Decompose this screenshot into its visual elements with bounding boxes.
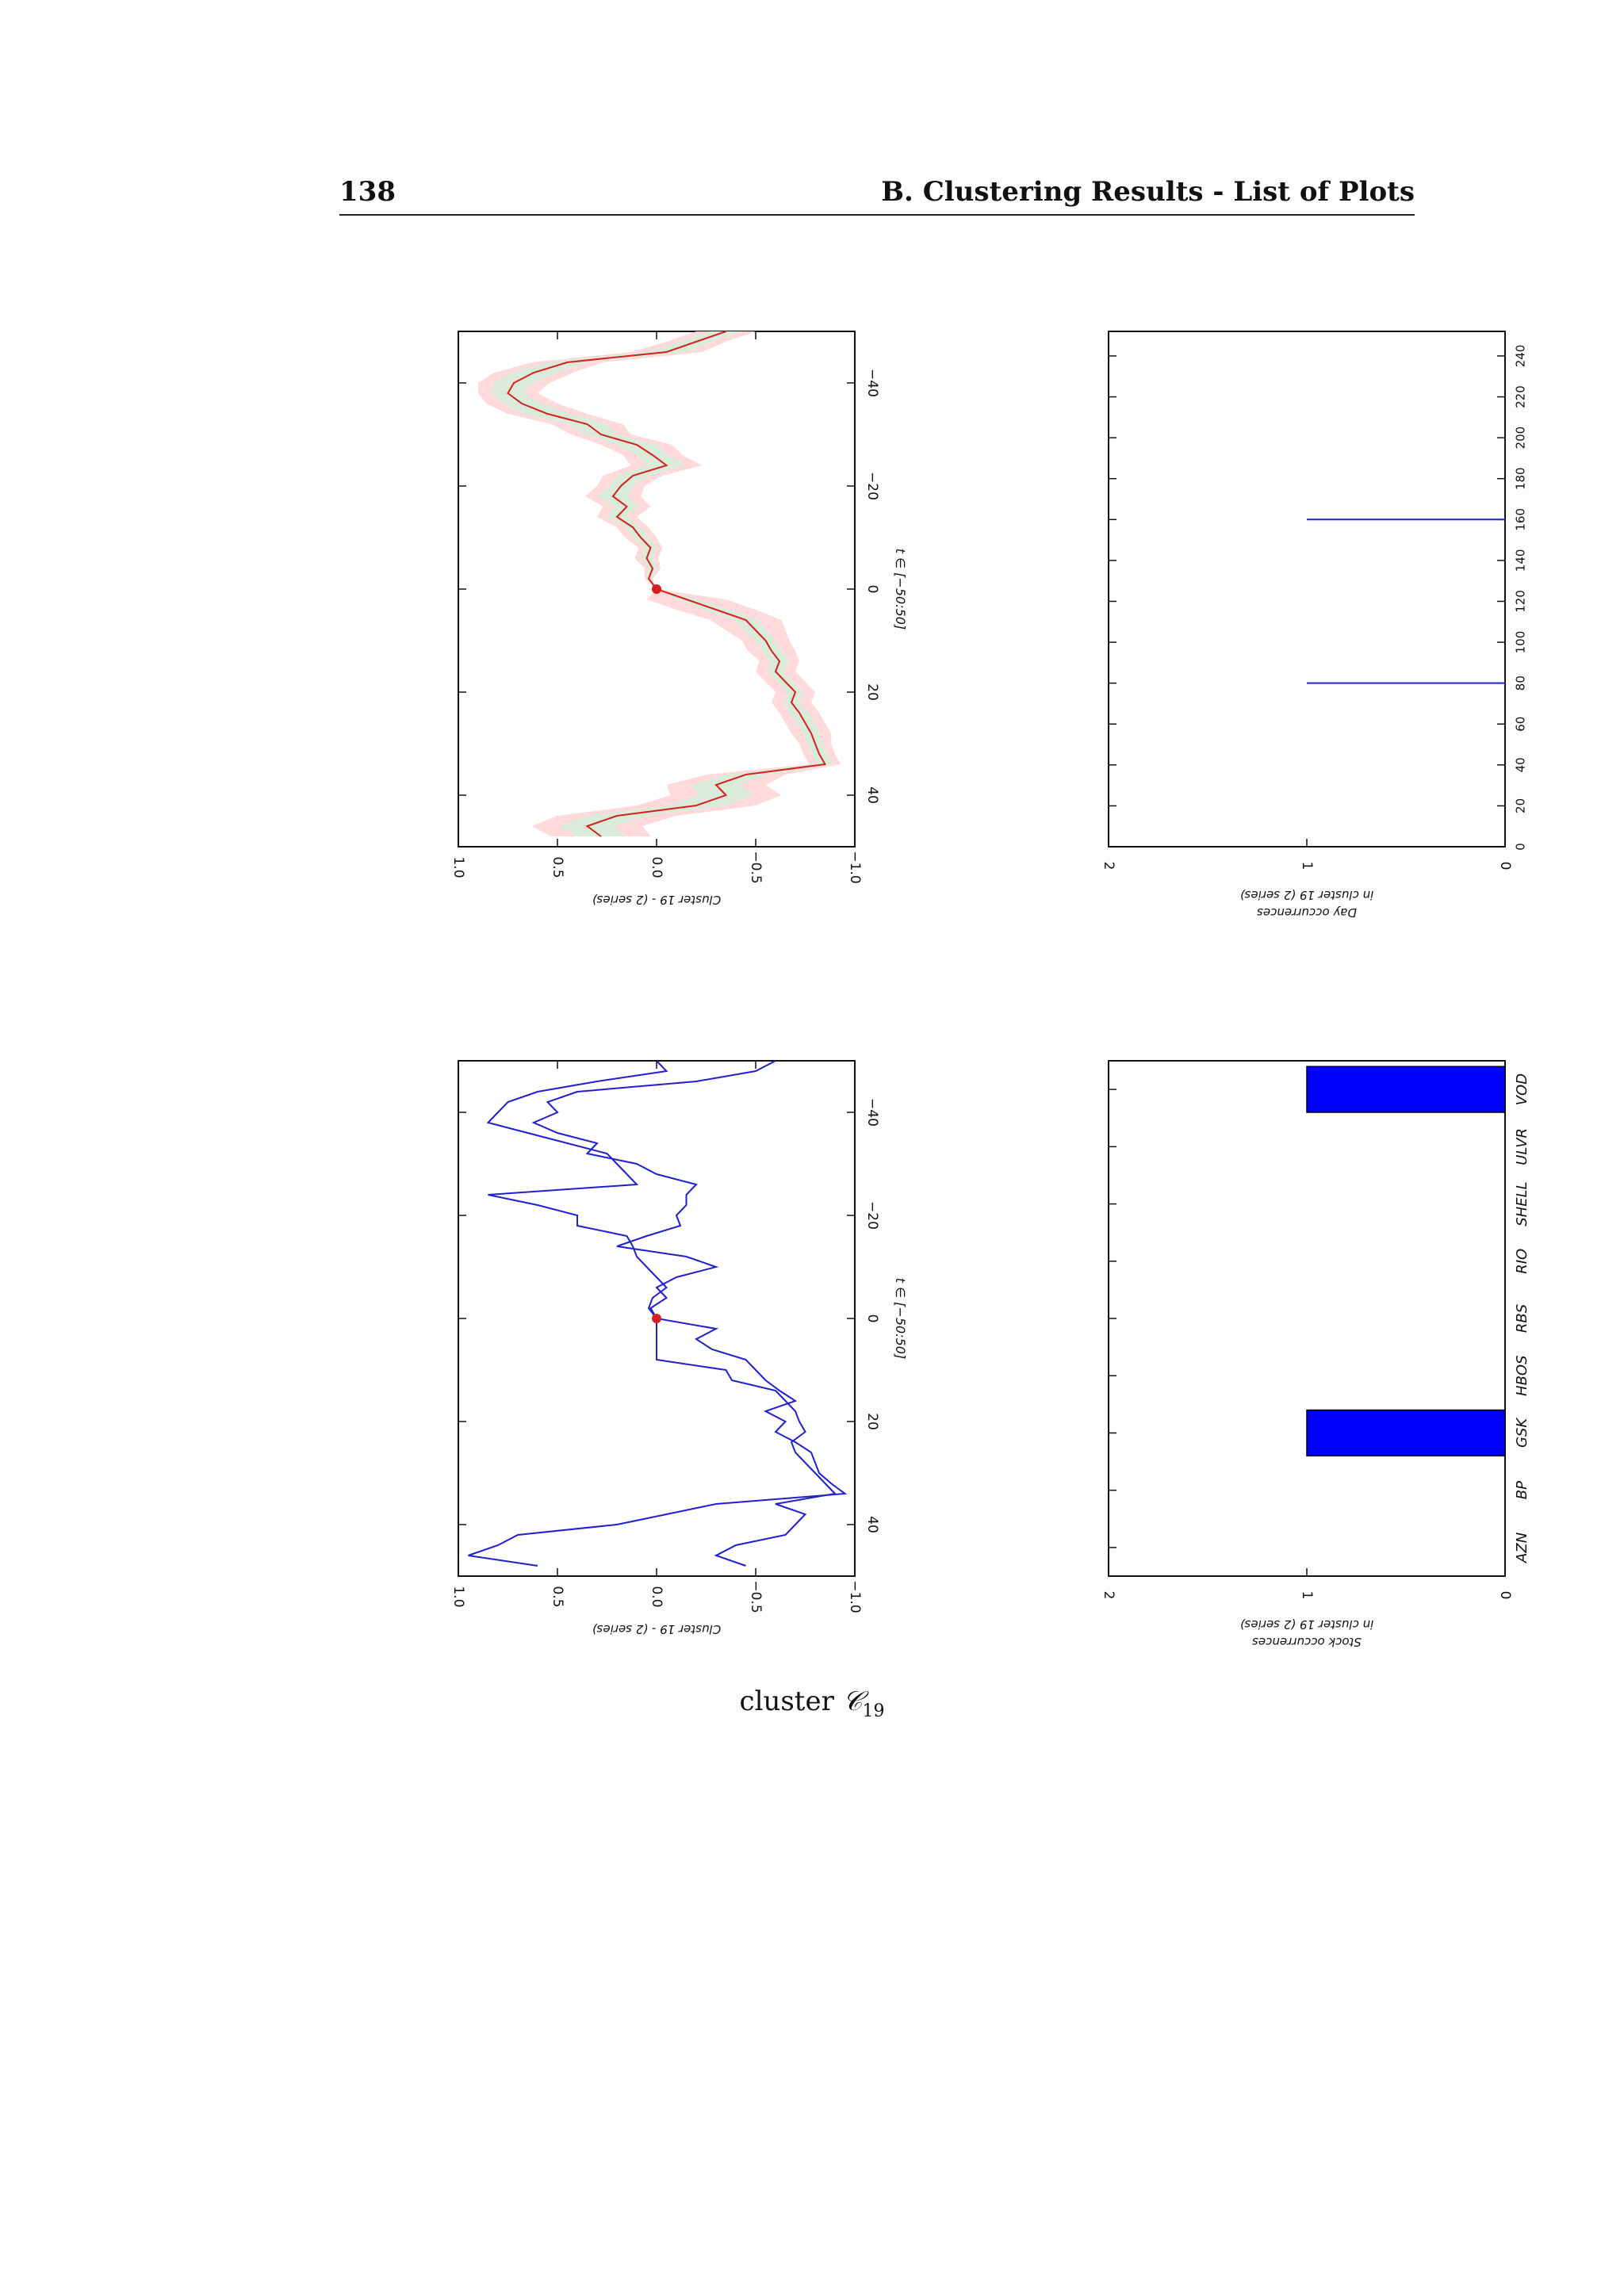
y-tick-label: 0.0 bbox=[649, 1586, 665, 1607]
x-tick-label: 180 bbox=[1514, 467, 1528, 490]
y-axis-label: Cluster 19 - (2 series) bbox=[592, 1622, 721, 1636]
plot-frame bbox=[1108, 331, 1506, 848]
series-line-1 bbox=[507, 331, 827, 837]
stock-occurrences-chart: AZN BP GSK HBOS RBS RIO SHELL ULVR VOD 0 1 2 in clus… bbox=[1101, 1060, 1530, 1649]
category-label: RIO bbox=[1514, 1249, 1530, 1274]
caption-text: cluster bbox=[739, 1686, 843, 1717]
x-tick-label: 240 bbox=[1514, 345, 1528, 368]
x-tick-label: 20 bbox=[1514, 798, 1528, 813]
origin-marker bbox=[652, 1314, 661, 1323]
category-label: SHELL bbox=[1514, 1181, 1530, 1226]
x-tick-label: 0 bbox=[1514, 843, 1528, 851]
y-tick-label: 2 bbox=[1101, 1591, 1116, 1600]
x-axis-label: t ∈ [−50:50] bbox=[893, 549, 908, 629]
x-tick-label: −20 bbox=[864, 472, 880, 500]
caption-subscript: 19 bbox=[862, 1701, 885, 1721]
x-tick-label: −40 bbox=[864, 1098, 880, 1127]
x-tick-label: −20 bbox=[864, 1201, 880, 1230]
category-label: ULVR bbox=[1514, 1128, 1530, 1165]
series-line-chart: −40 −20 0 20 40 1.0 0.5 0.0 −0.5 −1.0 t ∈ [−50:50]… bbox=[450, 1060, 908, 1636]
y-tick-label: 1.0 bbox=[450, 1586, 466, 1607]
category-label: HBOS bbox=[1514, 1355, 1530, 1395]
series-line-1 bbox=[486, 1060, 837, 1567]
x-axis-label: t ∈ [−50:50] bbox=[893, 1278, 908, 1359]
confidence-band-inner bbox=[492, 331, 833, 836]
caption-symbol: 𝒞 bbox=[842, 1686, 863, 1717]
y-axis-label-line2: in cluster 19 (2 series) bbox=[1240, 1617, 1374, 1632]
y-axis-label-line2: in cluster 19 (2 series) bbox=[1240, 888, 1374, 902]
y-tick-label: 1 bbox=[1299, 1591, 1315, 1600]
x-tick-label: 100 bbox=[1514, 631, 1528, 654]
bar-vod bbox=[1306, 1066, 1506, 1113]
y-tick-label: 0.0 bbox=[649, 856, 665, 878]
x-tick-label: 0 bbox=[864, 1314, 880, 1323]
y-tick-label: 0 bbox=[1497, 862, 1513, 871]
y-tick-label: −0.5 bbox=[748, 851, 764, 883]
x-tick-label: 20 bbox=[864, 683, 880, 701]
series-line-2 bbox=[468, 1060, 848, 1567]
y-axis-label: Cluster 19 - (2 series) bbox=[592, 893, 721, 907]
x-tick-label: 0 bbox=[864, 585, 880, 594]
x-tick-label: 40 bbox=[1514, 757, 1528, 772]
day-occurrences-chart: 0 20 40 60 80 100 120 140 160 180 200 220 240 0 1 2 in c… bbox=[1101, 331, 1528, 920]
mean-line-chart: −40 −20 0 20 40 1.0 0.5 0.0 −0.5 −1.0 t ∈ [−50:50]… bbox=[450, 331, 908, 907]
x-tick-label: 80 bbox=[1514, 675, 1528, 691]
x-tick-label: 220 bbox=[1514, 385, 1528, 408]
x-tick-label: 120 bbox=[1514, 590, 1528, 613]
y-tick-label: 0 bbox=[1497, 1591, 1513, 1600]
category-label: AZN bbox=[1514, 1533, 1530, 1563]
x-tick-label: 40 bbox=[864, 786, 880, 804]
x-tick-label: 20 bbox=[864, 1413, 880, 1430]
plot-frame bbox=[1108, 1060, 1506, 1577]
category-label: BP bbox=[1514, 1481, 1530, 1499]
category-label: VOD bbox=[1514, 1073, 1530, 1105]
x-tick-label: 160 bbox=[1514, 508, 1528, 531]
y-tick-label: −1.0 bbox=[847, 1580, 863, 1613]
y-axis-label-line1: Day occurrences bbox=[1257, 905, 1357, 920]
running-head: 138 B. Clustering Results - List of Plot… bbox=[339, 173, 1415, 216]
x-tick-label: 40 bbox=[864, 1516, 880, 1533]
bar-gsk bbox=[1306, 1409, 1506, 1457]
category-label: RBS bbox=[1514, 1304, 1530, 1333]
x-tick-label: 200 bbox=[1514, 427, 1528, 450]
y-tick-label: −0.5 bbox=[748, 1580, 764, 1613]
y-tick-label: −1.0 bbox=[847, 851, 863, 883]
figure-caption: cluster 𝒞19 bbox=[0, 1686, 1624, 1721]
running-title: B. Clustering Results - List of Plots bbox=[881, 176, 1415, 208]
x-tick-label: 140 bbox=[1514, 549, 1528, 572]
y-tick-label: 0.5 bbox=[550, 1586, 565, 1607]
y-tick-label: 1.0 bbox=[450, 856, 466, 878]
origin-marker bbox=[652, 584, 661, 594]
y-axis-label-line1: Stock occurrences bbox=[1252, 1635, 1362, 1649]
page-number: 138 bbox=[339, 176, 396, 208]
x-tick-label: 60 bbox=[1514, 717, 1528, 732]
y-tick-label: 2 bbox=[1101, 862, 1116, 871]
category-label: GSK bbox=[1514, 1418, 1530, 1448]
y-tick-label: 1 bbox=[1299, 862, 1315, 871]
x-tick-label: −40 bbox=[864, 369, 880, 397]
y-tick-label: 0.5 bbox=[550, 856, 565, 878]
